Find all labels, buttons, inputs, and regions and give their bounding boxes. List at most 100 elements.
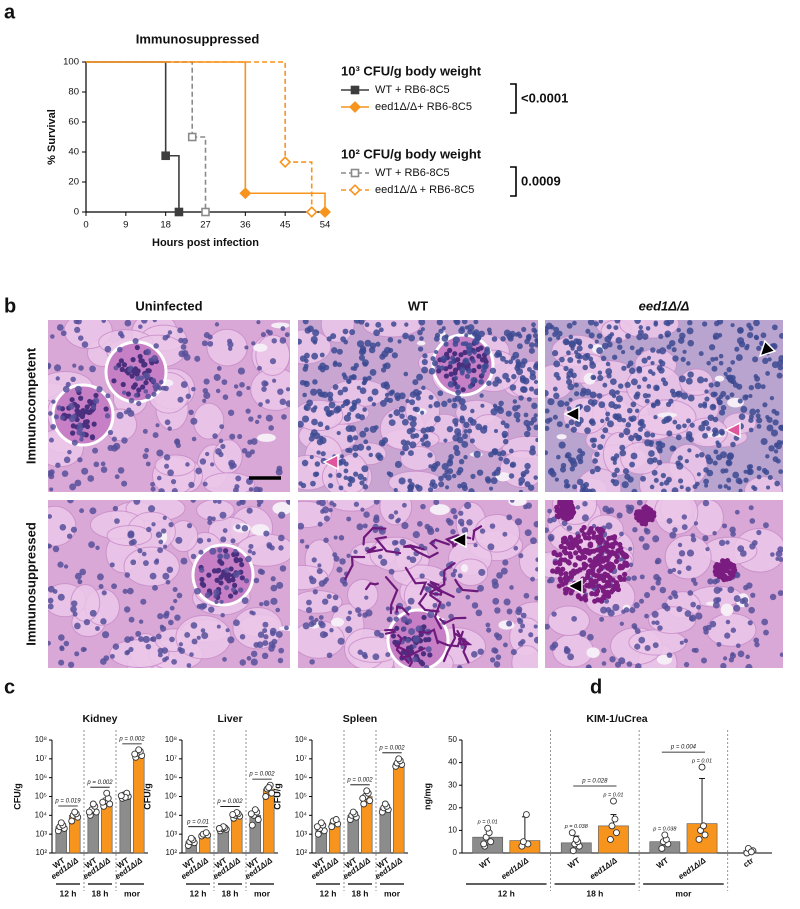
data-point: [698, 763, 706, 771]
nucleus: [568, 397, 573, 402]
nucleus: [339, 454, 345, 459]
nucleus: [475, 423, 483, 431]
nucleus: [388, 513, 395, 520]
nucleus: [637, 435, 643, 441]
nucleus: [322, 598, 329, 605]
nucleus: [253, 642, 260, 648]
fungal-cluster: [594, 534, 601, 540]
nucleus: [161, 647, 169, 654]
data-point: [103, 789, 111, 797]
nucleus: [496, 572, 503, 579]
data-point: [613, 829, 620, 837]
nucleus: [362, 361, 368, 367]
nucleus: [434, 461, 441, 467]
fungal-cluster: [651, 513, 657, 519]
tubule: [518, 542, 538, 581]
nucleus: [564, 401, 570, 407]
nucleus: [728, 657, 735, 663]
nucleus: [137, 353, 143, 360]
nucleus: [142, 560, 149, 566]
p-value: p = 0.002: [216, 799, 243, 805]
nucleus: [498, 400, 504, 407]
nucleus: [735, 354, 743, 362]
hypha: [395, 605, 410, 616]
nucleus: [423, 440, 431, 448]
nucleus: [158, 379, 164, 385]
nucleus: [346, 378, 352, 384]
nucleus: [775, 458, 781, 464]
nucleus: [136, 400, 142, 407]
nucleus: [434, 527, 440, 532]
nucleus: [733, 595, 741, 602]
nucleus: [368, 346, 376, 354]
nucleus: [194, 587, 201, 595]
nucleus: [747, 620, 753, 626]
nucleus: [669, 339, 676, 347]
nucleus: [318, 615, 324, 620]
nucleus: [675, 424, 682, 430]
nucleus: [533, 636, 538, 644]
nucleus: [545, 408, 550, 414]
nucleus: [50, 423, 57, 430]
nucleus: [355, 607, 362, 614]
nucleus: [755, 413, 761, 419]
nucleus: [419, 573, 425, 579]
nucleus: [535, 557, 538, 562]
nucleus: [656, 349, 661, 354]
p-value: p = 0.028: [581, 779, 608, 785]
fungal-cluster: [563, 510, 569, 516]
nucleus: [714, 381, 721, 388]
nucleus: [551, 611, 557, 617]
nucleus: [529, 448, 536, 456]
nucleus: [626, 407, 633, 414]
nucleus: [362, 484, 369, 490]
nucleus: [693, 521, 699, 526]
nucleus: [587, 320, 595, 326]
nucleus: [653, 477, 659, 483]
nucleus: [427, 652, 433, 658]
nucleus: [597, 370, 603, 375]
nucleus: [454, 449, 461, 457]
nucleus: [668, 398, 674, 404]
nucleus: [725, 619, 731, 625]
fungal-cluster: [609, 542, 615, 548]
nucleus: [408, 482, 415, 489]
nucleus: [186, 523, 193, 529]
nucleus: [665, 333, 670, 338]
nucleus: [270, 597, 278, 605]
nucleus: [613, 325, 619, 331]
nucleus: [659, 481, 664, 487]
nucleus: [583, 481, 590, 488]
nucleus: [666, 517, 673, 524]
nucleus: [415, 392, 421, 397]
nucleus: [386, 471, 392, 476]
nucleus: [485, 622, 491, 628]
nucleus: [569, 466, 575, 472]
data-point: [569, 847, 577, 855]
nucleus: [552, 386, 558, 392]
nucleus: [342, 581, 348, 587]
nucleus: [720, 405, 727, 411]
nucleus: [521, 386, 528, 393]
nucleus: [332, 594, 339, 601]
nucleus: [375, 341, 381, 347]
nucleus: [469, 438, 475, 444]
nucleus: [409, 420, 417, 428]
legend-label: WT + RB6-8C5: [375, 84, 450, 96]
x-tick-label: WT: [655, 856, 670, 871]
nucleus: [144, 348, 152, 356]
nucleus: [133, 393, 139, 398]
survival-step: [165, 154, 180, 212]
lumen: [416, 340, 426, 346]
nucleus: [150, 481, 155, 487]
nucleus: [438, 328, 444, 334]
nucleus: [211, 516, 216, 521]
fungal-cluster: [645, 509, 651, 515]
nucleus: [502, 531, 508, 537]
nucleus: [48, 544, 52, 549]
fungal-cluster: [592, 598, 598, 604]
nucleus: [461, 527, 469, 534]
nucleus: [178, 350, 186, 358]
nucleus: [765, 371, 771, 376]
fungal-cluster: [577, 567, 583, 573]
